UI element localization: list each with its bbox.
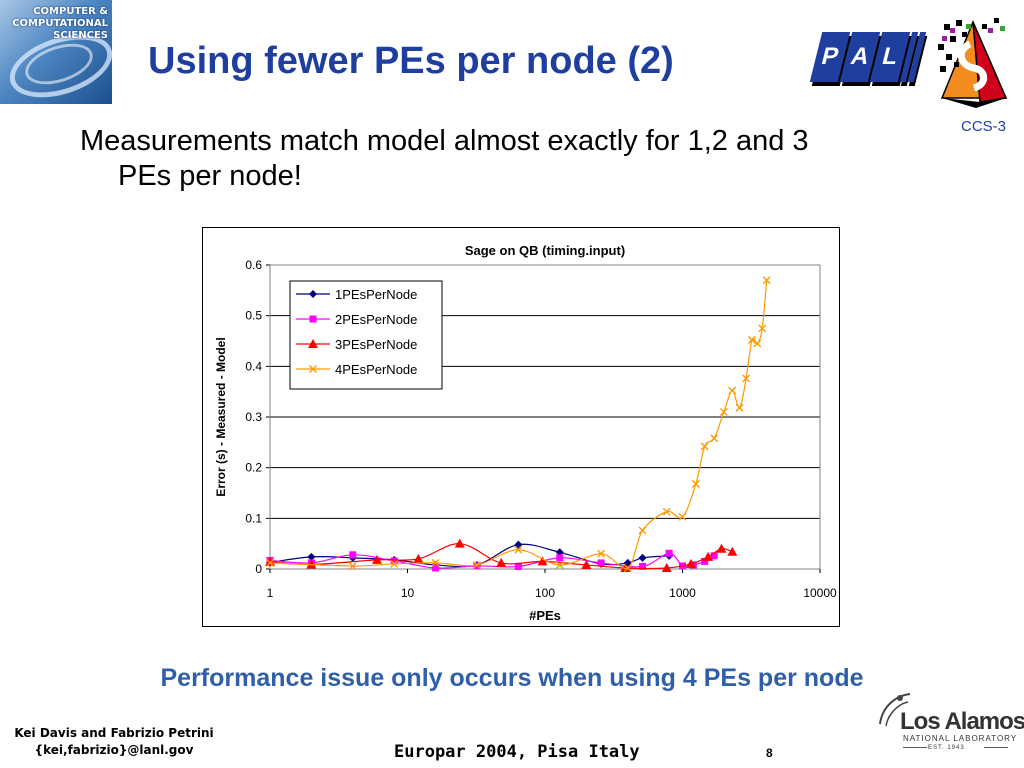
bullet-text: Measurements match model almost exactly …: [80, 124, 950, 194]
chart: Sage on QB (timing.input) 0 0.1 0.2 0.3 0.4 0.…: [214, 243, 837, 623]
point-1PEsPerNode: [638, 553, 647, 562]
page-title: Using fewer PEs per node (2): [148, 40, 674, 82]
chart-frame: Sage on QB (timing.input) 0 0.1 0.2 0.3 0.4 0.…: [202, 227, 840, 627]
point-4PEsPerNode: [753, 339, 762, 348]
point-3PEsPerNode: [727, 546, 738, 556]
y-tick-label: 0.2: [245, 461, 262, 475]
point-2PEsPerNode: [701, 557, 709, 565]
email-line: {kei,fabrizio}@lanl.gov: [34, 743, 194, 757]
ccs3-label: CCS-3: [960, 118, 1006, 135]
legend-label: 1PEsPerNode: [335, 287, 417, 302]
y-axis-label: Error (s) - Measured - Model: [214, 337, 228, 496]
point-4PEsPerNode: [555, 560, 564, 569]
x-tick-label: 100: [535, 586, 555, 600]
point-2PEsPerNode: [514, 562, 522, 570]
point-4PEsPerNode: [710, 434, 719, 443]
legend-marker: [309, 365, 317, 373]
point-3PEsPerNode: [265, 556, 275, 566]
pal-logo: P A L: [806, 32, 927, 92]
y-tick-label: 0.3: [245, 410, 262, 424]
point-4PEsPerNode: [472, 560, 481, 569]
ccs-logo-line3: SCIENCES: [53, 30, 108, 41]
legend-marker: [309, 315, 317, 323]
point-1PEsPerNode: [555, 548, 564, 557]
point-3PEsPerNode: [703, 551, 714, 561]
point-4PEsPerNode: [266, 558, 274, 567]
point-1PEsPerNode: [514, 540, 523, 549]
point-2PEsPerNode: [390, 557, 398, 565]
chart-title: Sage on QB (timing.input): [465, 243, 625, 258]
legend-marker: [309, 290, 317, 298]
point-3PEsPerNode: [537, 556, 548, 566]
point-4PEsPerNode: [348, 561, 357, 570]
point-3PEsPerNode: [661, 562, 672, 572]
legend-label: 4PEsPerNode: [335, 362, 417, 377]
point-2PEsPerNode: [556, 554, 564, 562]
point-2PEsPerNode: [665, 549, 673, 557]
ccs-logo-line1: COMPUTER &: [33, 6, 108, 17]
point-4PEsPerNode: [691, 479, 700, 488]
x-tick-label: 1: [267, 586, 274, 600]
point-2PEsPerNode: [597, 559, 605, 567]
performance-note: Performance issue only occurs when using…: [160, 664, 864, 692]
point-4PEsPerNode: [719, 407, 728, 416]
point-2PEsPerNode: [710, 552, 718, 560]
author-line: Kei Davis and Fabrizio Petrini: [14, 726, 214, 740]
lanl-swirl-icon: [879, 693, 911, 727]
point-4PEsPerNode: [678, 512, 687, 521]
point-3PEsPerNode: [620, 562, 631, 572]
legend-marker: [308, 339, 318, 348]
conference-label: Europar 2004, Pisa Italy: [394, 742, 640, 762]
y-tick-label: 0.6: [245, 258, 262, 272]
point-4PEsPerNode: [747, 335, 756, 344]
point-2PEsPerNode: [473, 562, 481, 570]
y-tick-label: 0.5: [245, 309, 262, 323]
legend-label: 2PEsPerNode: [335, 312, 417, 327]
point-4PEsPerNode: [758, 324, 767, 333]
x-tick-label: 10: [401, 586, 415, 600]
ccs3-triangle-logo: [938, 18, 1008, 108]
lanl-established: EST. 1943: [928, 745, 965, 751]
bullet-line: Measurements match model almost exactly …: [80, 125, 809, 157]
point-4PEsPerNode: [700, 442, 709, 451]
ccs-logo-line2: COMPUTATIONAL: [12, 18, 108, 29]
lanl-name: Los Alamos: [900, 708, 1024, 735]
point-4PEsPerNode: [638, 526, 647, 535]
point-3PEsPerNode: [581, 559, 592, 569]
point-1PEsPerNode: [307, 552, 316, 561]
y-tick-label: 0: [255, 562, 262, 576]
lanl-subtitle: NATIONAL LABORATORY: [903, 734, 1018, 743]
page-number: 8: [766, 746, 773, 760]
point-4PEsPerNode: [742, 374, 751, 383]
point-3PEsPerNode: [371, 554, 382, 564]
point-3PEsPerNode: [716, 543, 727, 553]
point-3PEsPerNode: [685, 558, 696, 568]
point-4PEsPerNode: [390, 559, 399, 568]
point-3PEsPerNode: [496, 557, 507, 567]
point-4PEsPerNode: [431, 558, 440, 567]
los-alamos-logo: Los Alamos NATIONAL LABORATORY EST. 1943: [876, 690, 1024, 756]
bullet-continuation: PEs per node!: [118, 160, 302, 192]
x-tick-label: 1000: [669, 586, 696, 600]
point-4PEsPerNode: [597, 549, 606, 558]
y-tick-label: 0.4: [245, 359, 262, 373]
point-2PEsPerNode: [639, 562, 647, 570]
point-2PEsPerNode: [432, 564, 440, 572]
point-4PEsPerNode: [735, 403, 744, 412]
point-3PEsPerNode: [413, 553, 424, 563]
legend-label: 3PEsPerNode: [335, 337, 417, 352]
x-axis-label: #PEs: [529, 608, 561, 623]
point-4PEsPerNode: [662, 507, 671, 516]
point-3PEsPerNode: [306, 559, 317, 569]
point-3PEsPerNode: [454, 538, 465, 548]
point-4PEsPerNode: [762, 276, 771, 285]
x-tick-label: 10000: [803, 586, 837, 600]
point-2PEsPerNode: [349, 551, 357, 559]
point-4PEsPerNode: [728, 386, 737, 395]
ccs-logo: COMPUTER & COMPUTATIONAL SCIENCES: [0, 0, 112, 104]
point-4PEsPerNode: [514, 545, 523, 554]
y-tick-label: 0.1: [245, 511, 262, 525]
point-4PEsPerNode: [623, 563, 632, 572]
